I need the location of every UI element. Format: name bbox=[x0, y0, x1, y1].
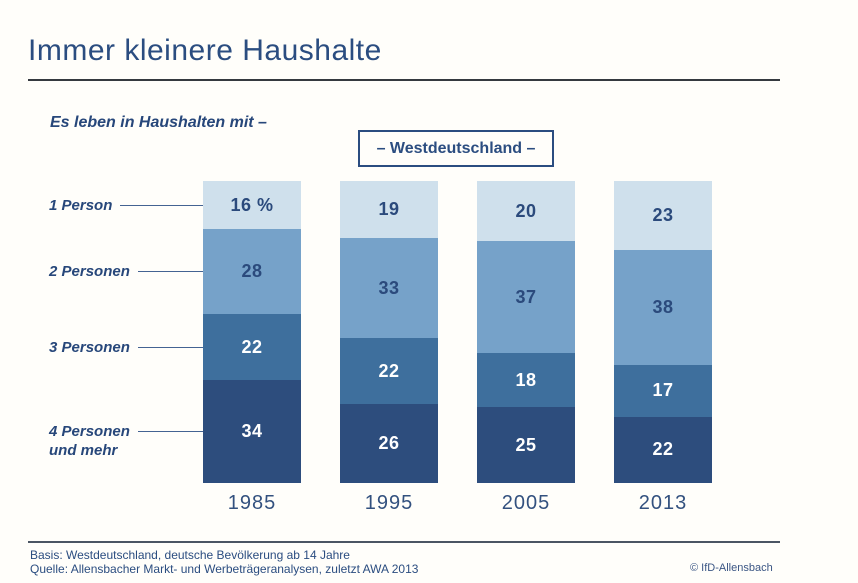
row-label: 2 Personen bbox=[49, 262, 203, 281]
year-label: 2013 bbox=[638, 492, 688, 514]
row-connector-line bbox=[120, 205, 203, 206]
bar-value-label: 38 bbox=[652, 297, 674, 318]
bar-segment: 34 bbox=[203, 380, 301, 483]
year-label: 1985 bbox=[227, 492, 277, 514]
bar-segment: 33 bbox=[340, 238, 438, 339]
bar-value-label: 37 bbox=[515, 286, 537, 307]
bar-column: 16 % 28 22 34 bbox=[203, 181, 301, 483]
bar-segment: 19 bbox=[340, 181, 438, 239]
footer-copyright: © IfD-Allensbach bbox=[690, 562, 773, 574]
bar-value-label: 16 % bbox=[230, 194, 274, 215]
bar-value-label: 22 bbox=[241, 336, 263, 357]
bar-value-label: 19 bbox=[378, 199, 400, 220]
bar-value-label: 26 bbox=[378, 433, 400, 454]
footer-basis: Basis: Westdeutschland, deutsche Bevölke… bbox=[30, 548, 350, 562]
bar-value-label: 33 bbox=[378, 277, 400, 298]
row-label: 4 Personen und mehr bbox=[49, 422, 203, 460]
year-label: 1995 bbox=[364, 492, 414, 514]
bar-segment: 38 bbox=[614, 250, 712, 366]
bar-segment: 18 bbox=[477, 353, 575, 408]
row-label-text: 1 Person bbox=[49, 197, 113, 214]
bar-segment: 20 bbox=[477, 181, 575, 242]
region-label: – Westdeutschland – bbox=[376, 139, 536, 157]
row-connector-line bbox=[137, 347, 203, 348]
row-connector-line bbox=[137, 271, 203, 272]
bar-column: 20 37 18 25 bbox=[477, 181, 575, 483]
row-label: 1 Person bbox=[49, 196, 203, 215]
bar-value-label: 17 bbox=[652, 380, 674, 401]
row-label: 3 Personen bbox=[49, 338, 203, 357]
year-label: 2005 bbox=[501, 492, 551, 514]
row-label-text: 2 Personen bbox=[49, 263, 130, 280]
bar-segment: 17 bbox=[614, 365, 712, 417]
bar-segment: 16 % bbox=[203, 181, 301, 230]
bar-segment: 25 bbox=[477, 407, 575, 483]
row-connector-line bbox=[137, 431, 203, 432]
footer-divider bbox=[28, 541, 780, 543]
region-label-box: – Westdeutschland – bbox=[358, 130, 554, 167]
page-title: Immer kleinere Haushalte bbox=[28, 34, 382, 67]
bar-value-label: 20 bbox=[515, 200, 537, 221]
bar-segment: 28 bbox=[203, 229, 301, 314]
bar-column: 19 33 22 26 bbox=[340, 181, 438, 483]
bar-segment: 22 bbox=[614, 416, 712, 483]
bar-segment: 22 bbox=[203, 313, 301, 381]
bar-segment: 26 bbox=[340, 404, 438, 483]
title-underline bbox=[28, 79, 780, 81]
bar-column: 23 38 17 22 bbox=[614, 181, 712, 483]
row-label-text: 4 Personen und mehr bbox=[49, 423, 130, 459]
bar-value-label: 22 bbox=[652, 439, 674, 460]
bar-value-label: 18 bbox=[515, 369, 537, 390]
bar-value-label: 25 bbox=[515, 434, 537, 455]
row-label-text: 3 Personen bbox=[49, 339, 130, 356]
bar-value-label: 34 bbox=[241, 421, 263, 442]
chart-subtitle: Es leben in Haushalten mit – bbox=[50, 114, 267, 131]
bar-value-label: 23 bbox=[652, 205, 674, 226]
bar-segment: 22 bbox=[340, 338, 438, 405]
bar-value-label: 28 bbox=[241, 261, 263, 282]
bar-segment: 37 bbox=[477, 241, 575, 354]
footer-quelle: Quelle: Allensbacher Markt- und Werbeträ… bbox=[30, 562, 419, 576]
bar-segment: 23 bbox=[614, 181, 712, 251]
bar-value-label: 22 bbox=[378, 360, 400, 381]
